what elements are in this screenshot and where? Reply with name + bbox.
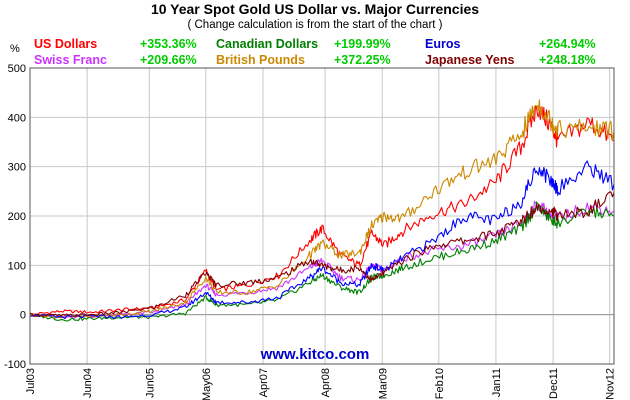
legend-value: +209.66% [140,53,197,67]
chart-title: 10 Year Spot Gold US Dollar vs. Major Cu… [150,1,480,17]
y-tick-label: 500 [8,63,26,75]
series-line-euros [29,160,615,320]
x-tick-label: Nov12 [605,368,617,400]
legend-value: +199.99% [334,37,391,51]
legend-value: +353.36% [140,37,197,51]
x-tick-label: Apr07 [258,368,270,397]
legend-label: Euros [425,37,461,51]
y-tick-label: 100 [8,260,26,272]
x-tick-label: Jun05 [144,368,156,398]
legend-entry-canadian-dollars: Canadian Dollars +199.99% [216,37,416,53]
legend-entry-euros: Euros +264.94% [425,37,625,53]
y-tick-label: -100 [4,359,26,371]
legend-label: US Dollars [34,37,98,51]
y-tick-label: 400 [8,112,26,124]
chart-subtitle: ( Change calculation is from the start o… [187,19,443,31]
plot-frame [29,67,615,365]
series-line-british-pounds [29,99,615,319]
legend-value: +372.25% [334,53,391,67]
legend-entry-british-pounds: British Pounds +372.25% [216,53,416,69]
y-tick-label: 300 [8,162,26,174]
x-tick-label: May06 [201,368,213,400]
x-tick-label: Feb10 [434,368,446,399]
legend-entry-swiss-franc: Swiss Franc +209.66% [34,53,234,69]
legend-value: +264.94% [539,37,596,51]
series-line-japanese-yens [29,191,615,317]
series-line-canadian-dollars [29,201,615,322]
y-axis-unit-label: % [10,43,20,55]
x-tick-label: Jan11 [491,368,503,397]
legend-label: Japanese Yens [425,53,515,67]
legend-label: Canadian Dollars [216,37,319,51]
series-line-us-dollars [29,105,614,317]
y-tick-label: 0 [20,310,26,322]
legend-label: British Pounds [216,53,305,67]
legend-entry-japanese-yens: Japanese Yens +248.18% [425,53,625,69]
x-tick-label: Apr08 [320,368,332,397]
x-tick-label: Dec11 [548,368,560,399]
legend-label: Swiss Franc [34,53,107,67]
legend-value: +248.18% [539,53,596,67]
series-line-swiss-franc [30,200,615,319]
x-tick-label: Mar09 [377,368,389,399]
legend-entry-us-dollars: US Dollars +353.36% [34,37,234,53]
x-tick-label: Jun04 [82,368,94,398]
x-tick-label: Jul03 [25,368,37,394]
watermark-text: www.kitco.com [260,346,370,363]
y-tick-label: 200 [8,211,26,223]
